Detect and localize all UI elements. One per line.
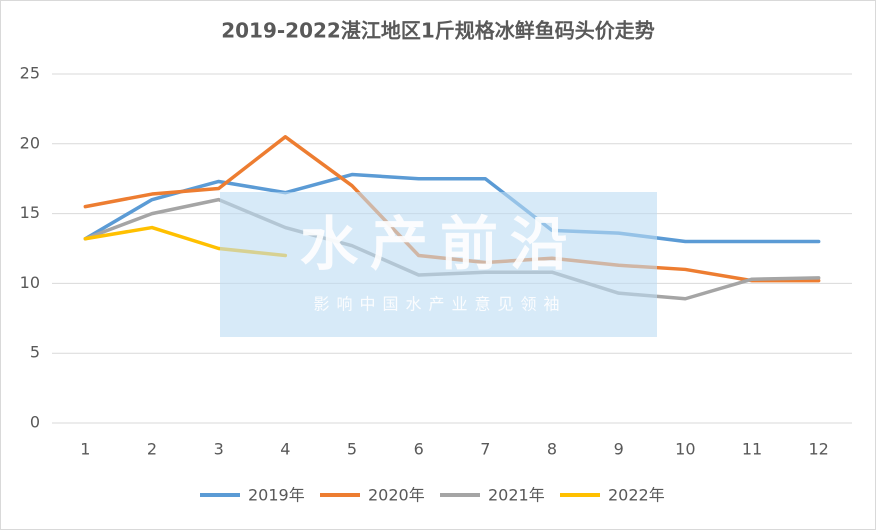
- watermark-subtitle: 影响中国水产业意见领袖: [313, 295, 566, 314]
- watermark-title: 水产前沿: [300, 210, 580, 278]
- x-tick-label: 6: [414, 440, 424, 459]
- x-tick-label: 4: [280, 440, 290, 459]
- x-tick-label: 2: [147, 440, 157, 459]
- x-tick-label: 9: [614, 440, 624, 459]
- x-tick-label: 1: [80, 440, 90, 459]
- watermark-box: [220, 192, 657, 337]
- legend-label: 2020年: [368, 486, 425, 505]
- y-tick-label: 20: [20, 133, 40, 152]
- legend-label: 2019年: [248, 486, 305, 505]
- chart-title: 2019-2022湛江地区1斤规格冰鲜鱼码头价走势: [221, 19, 655, 43]
- y-tick-label: 0: [30, 413, 40, 432]
- y-tick-label: 5: [30, 343, 40, 362]
- y-tick-label: 10: [20, 273, 40, 292]
- x-tick-label: 8: [547, 440, 557, 459]
- y-tick-label: 15: [20, 203, 40, 222]
- legend-label: 2022年: [608, 486, 665, 505]
- x-tick-label: 10: [675, 440, 695, 459]
- legend-label: 2021年: [488, 486, 545, 505]
- x-tick-label: 11: [742, 440, 762, 459]
- x-tick-label: 3: [214, 440, 224, 459]
- y-tick-label: 25: [20, 64, 40, 83]
- x-tick-label: 12: [808, 440, 828, 459]
- series-line: [83, 172, 821, 244]
- x-tick-label: 7: [480, 440, 490, 459]
- x-tick-label: 5: [347, 440, 357, 459]
